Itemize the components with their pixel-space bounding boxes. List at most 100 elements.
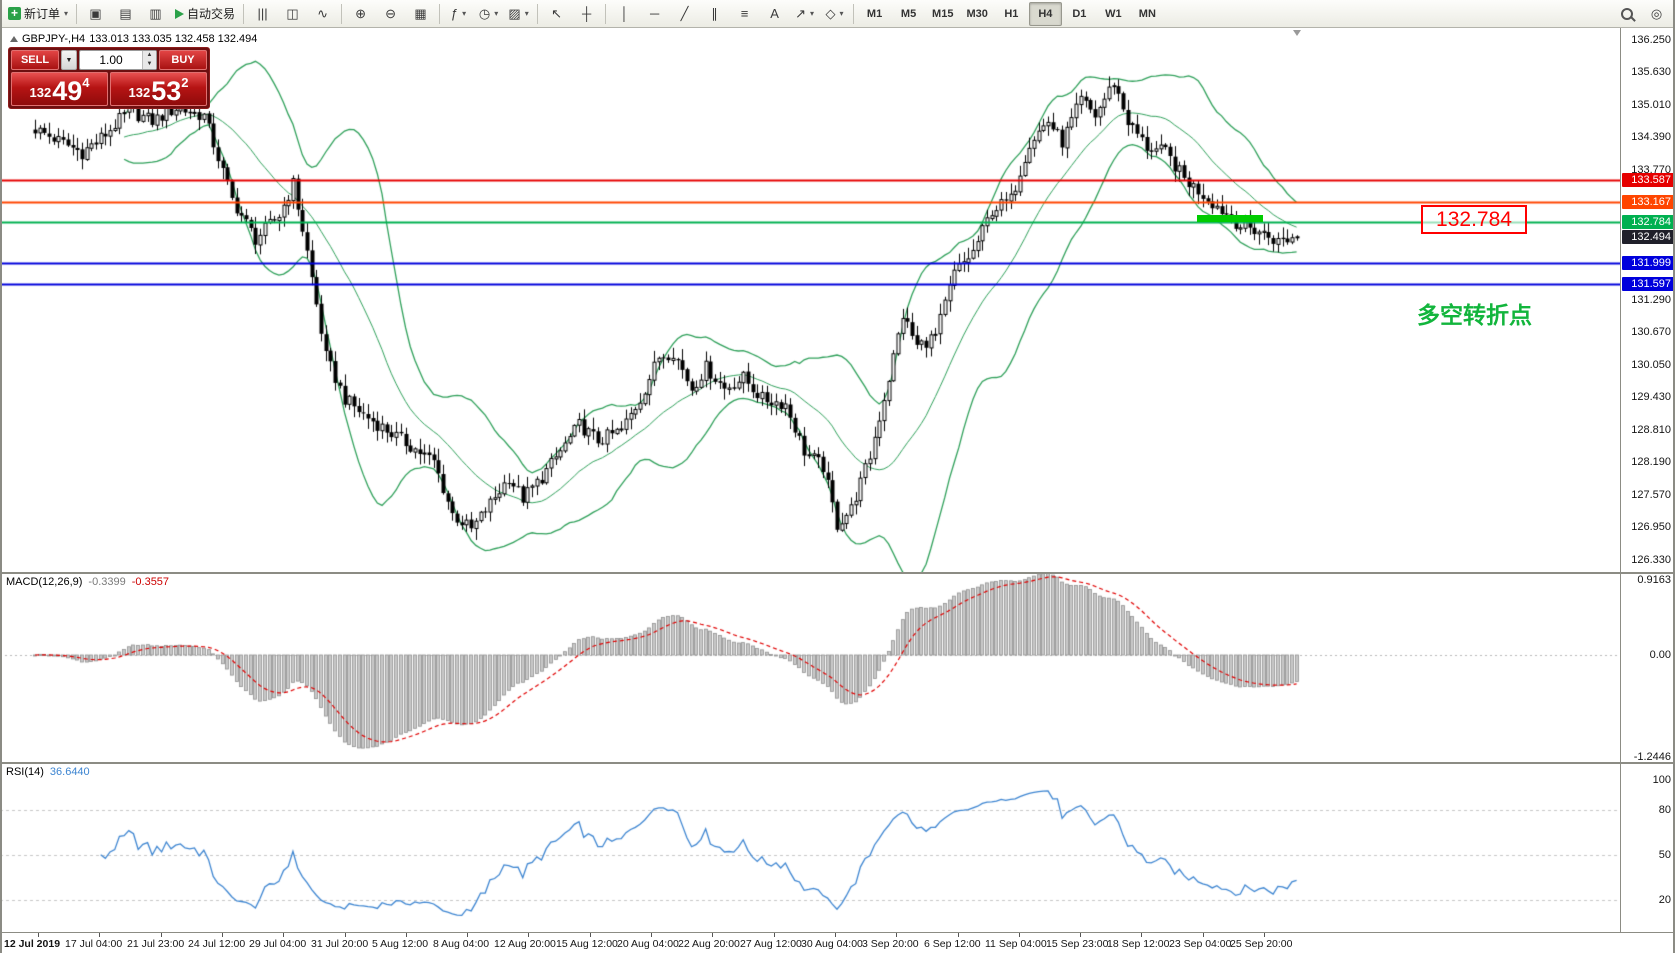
timeframe-m30-button[interactable]: M30 [966,7,988,20]
macd-axis-label: -1.2446 [1633,751,1671,764]
ask-point: 2 [181,75,189,90]
macd-axis-label: 0.9163 [1637,573,1671,586]
shapes-tool-caret-icon[interactable]: ▾ [839,9,844,18]
bid-pips: 49 [52,76,83,107]
text-tool-button[interactable]: A [760,2,789,26]
trendline-button[interactable]: ╱ [670,2,699,26]
templates-caret-icon[interactable]: ▾ [524,9,529,18]
time-axis-tick [712,933,713,937]
locate-button[interactable]: ◎ [1642,2,1671,26]
price-axis-label: 135.010 [1631,98,1671,111]
toolbar-separator [439,3,441,24]
sell-price-button[interactable]: 132 49 4 [11,72,108,106]
arrows-tool-icon: ↗ [795,6,806,21]
rsi-value: 36.6440 [49,766,90,778]
panel-separator-macd[interactable] [0,572,1675,574]
timeframe-w1-button[interactable]: W1 [1105,7,1122,20]
data-window-button[interactable]: ▥ [141,2,170,26]
note-annotation[interactable]: 多空转折点 [1417,302,1532,328]
macd-panel-canvas[interactable] [0,572,1620,762]
price-annotation-box[interactable]: 132.784 [1421,205,1527,234]
time-axis-tick [222,933,223,937]
window-frame-right [1673,0,1675,953]
vertical-line-button[interactable]: │ [610,2,639,26]
indicators-caret-icon[interactable]: ▾ [462,9,467,18]
timeframe-mn-button[interactable]: MN [1138,7,1156,20]
chart-shift-marker[interactable] [1293,30,1301,36]
price-line-badge: 133.587 [1622,172,1674,187]
timeframe-d1-button[interactable]: D1 [1072,7,1087,20]
periods-caret-icon[interactable]: ▾ [494,9,499,18]
indicators-button[interactable]: ƒ ▾ [444,2,473,26]
templates-icon: ▨ [508,6,521,21]
time-axis-label: 15 Sep 23:00 [1046,938,1109,950]
tile-windows-icon: ▦ [414,6,427,21]
volume-stepper[interactable]: ▲ ▼ [142,51,156,69]
text-tool-icon: A [770,6,779,21]
time-axis-tick [528,933,529,937]
crosshair-button[interactable]: ┼ [572,2,601,26]
sell-options-caret[interactable]: ▼ [61,50,77,70]
line-chart-button[interactable]: ∿ [308,2,337,26]
arrows-tool-button[interactable]: ↗ ▾ [790,2,819,26]
buy-button[interactable]: BUY [159,50,207,70]
sell-button[interactable]: SELL [11,50,59,70]
candlestick-chart-button[interactable]: ◫ [278,2,307,26]
main-chart-canvas[interactable] [0,28,1620,572]
price-axis[interactable]: 136.250135.630135.010134.390133.770133.1… [1620,28,1675,932]
time-axis-tick [1203,933,1204,937]
price-line-badge: 131.999 [1622,255,1674,270]
volume-value[interactable]: 1.00 [99,53,123,67]
time-axis-label: 29 Jul 04:00 [249,938,307,950]
periods-button[interactable]: ◷ ▾ [474,2,503,26]
new-order-button[interactable]: 新订单▾ [4,2,72,26]
time-axis[interactable]: 12 Jul 2019 17 Jul 04:00 21 Jul 23:00 24 Ju… [0,932,1675,953]
time-axis-label: 5 Aug 12:00 [372,938,429,950]
arrows-tool-caret-icon[interactable]: ▾ [809,9,814,18]
price-axis-label: 131.290 [1631,293,1671,306]
zoom-in-button[interactable]: ⊕ [346,2,375,26]
price-line-badge: 133.167 [1622,194,1674,209]
bid-whole: 132 [29,85,52,100]
ask-pips: 53 [151,76,182,107]
volume-down-icon[interactable]: ▼ [143,60,156,69]
data-window-icon: ▥ [149,6,162,21]
timeframe-h1-button[interactable]: H1 [1004,7,1019,20]
time-axis-tick [99,933,100,937]
bar-chart-button[interactable]: ||| [248,2,277,26]
timeframe-m15-button[interactable]: M15 [932,7,954,20]
volume-field[interactable]: 1.00 ▲ ▼ [79,50,157,70]
buy-price-button[interactable]: 132 53 2 [110,72,207,106]
tile-windows-button[interactable]: ▦ [406,2,435,26]
timeframe-m1-button[interactable]: M1 [866,7,883,20]
shapes-tool-button[interactable]: ◇ ▾ [820,2,849,26]
rsi-panel-canvas[interactable] [0,762,1620,932]
autotrading-button[interactable]: 自动交易 [171,2,239,26]
current-price-badge: 132.494 [1622,229,1674,244]
time-axis-tick [38,933,39,937]
time-axis-label: 24 Jul 12:00 [188,938,246,950]
chart-window-button[interactable]: ▣ [81,2,110,26]
zoom-out-button[interactable]: ⊖ [376,2,405,26]
time-axis-label: 18 Sep 12:00 [1107,938,1170,950]
equidistant-channel-button[interactable]: ∥ [700,2,729,26]
panel-separator-rsi[interactable] [0,762,1675,764]
new-order-icon [8,7,21,20]
search-button[interactable] [1612,2,1641,26]
volume-up-icon[interactable]: ▲ [143,51,156,60]
market-watch-button[interactable]: ▤ [111,2,140,26]
new-order-caret-icon[interactable]: ▾ [64,9,69,18]
price-axis-label: 135.630 [1631,66,1671,79]
timeframe-h4-button[interactable]: H4 [1028,1,1062,26]
fibonacci-button[interactable]: ≡ [730,2,759,26]
time-axis-tick [1080,933,1081,937]
cursor-button[interactable]: ↖ [542,2,571,26]
timeframe-m5-button[interactable]: M5 [900,7,917,20]
horizontal-line-button[interactable]: ─ [640,2,669,26]
time-axis-label: 6 Sep 12:00 [924,938,981,950]
highlight-bar[interactable] [1197,215,1263,222]
macd-value-main: -0.3399 [88,576,126,588]
autotrading-label: 自动交易 [187,7,236,21]
price-axis-label: 136.250 [1631,34,1671,46]
templates-button[interactable]: ▨ ▾ [504,2,533,26]
